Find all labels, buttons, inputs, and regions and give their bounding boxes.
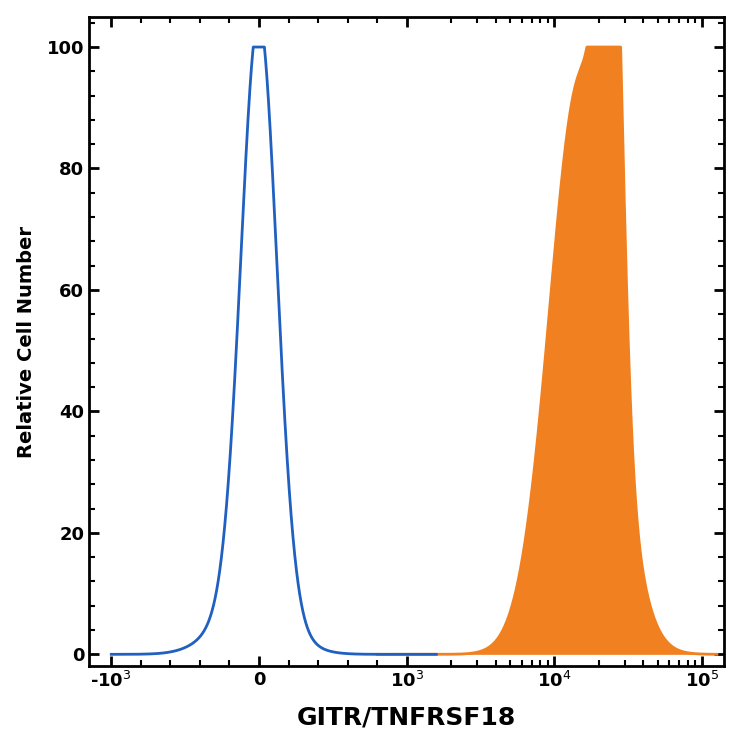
Y-axis label: Relative Cell Number: Relative Cell Number bbox=[16, 225, 36, 457]
X-axis label: GITR/TNFRSF18: GITR/TNFRSF18 bbox=[297, 705, 516, 730]
